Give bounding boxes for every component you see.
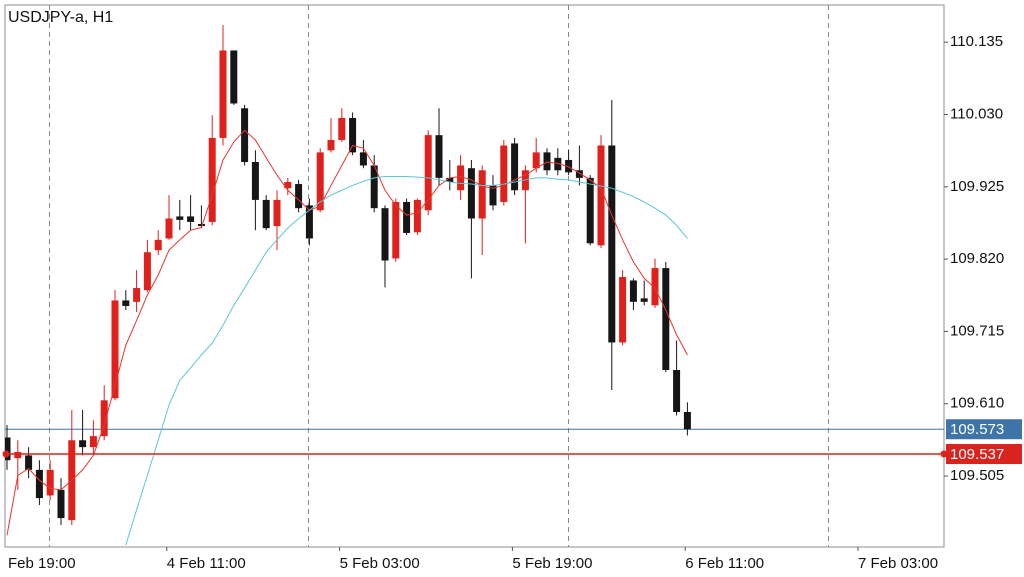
candle-body [241,108,249,163]
candle-body [489,185,497,206]
candle-body [197,224,205,227]
candle-body [230,50,238,104]
chart-title: USDJPY-a, H1 [8,9,113,26]
candle-body [651,268,659,306]
candle-body [295,184,303,209]
candle-body [219,50,227,138]
candle-body [25,455,33,470]
candle-body [673,370,681,413]
ask-line-label-box [946,419,1022,440]
candle-body [100,400,108,437]
candle-body [338,117,346,140]
x-tick-label: 5 Feb 03:00 [340,555,420,572]
x-tick-label: 4 Feb 11:00 [167,555,246,572]
candle-body [208,137,216,222]
candle-body [187,216,195,222]
candle-body [359,152,367,166]
candle-body [35,469,43,499]
y-tick-label: 109.610 [950,395,1004,412]
candle-body [89,436,97,448]
candle-body [316,152,324,211]
candle-body [511,143,519,191]
candle-body [565,159,573,173]
candle-body [251,162,259,200]
candle-body [424,135,432,211]
candle-body [597,145,605,246]
candle-body [586,177,594,244]
candle-body [79,440,87,448]
candle-body [662,268,670,371]
bid-marker [940,450,948,458]
candle-body [57,489,65,519]
candle-body [532,152,540,169]
plot [5,24,944,546]
y-tick-label: 109.715 [950,322,1004,339]
candle-body [165,218,173,239]
candle-body [413,199,421,233]
bid-marker [2,450,10,458]
candle-body [262,199,270,229]
candle-body [543,152,551,171]
candle-body [5,437,11,461]
x-tick-label: Feb 19:00 [8,555,76,572]
candle-body [575,170,583,178]
candle-body [349,117,357,153]
y-tick-label: 109.505 [950,467,1004,484]
candle-body [370,165,378,209]
moving-average-line [125,175,688,546]
bid-line-label: 109.537 [950,446,1004,463]
candle-body [46,469,54,496]
y-tick-label: 110.135 [950,33,1003,50]
moving-average-line [6,129,688,536]
plot-frame [4,4,945,548]
candle-body [122,300,130,306]
candle-body [478,170,486,219]
candle-body [154,239,162,251]
candle-body [683,412,691,430]
x-tick-label: 7 Feb 03:00 [858,555,938,572]
candle-body [619,277,627,343]
candle-body [176,216,184,220]
candle-body [629,280,637,302]
candle-body [14,451,22,459]
candle-body [457,165,465,191]
candle-body [467,168,475,219]
candle-body [392,201,400,259]
x-tick-label: 6 Feb 11:00 [685,555,764,572]
candle-body [640,298,648,302]
candle-body [446,177,454,182]
candle-body [500,145,508,202]
day-separators [49,5,829,547]
candle-body [403,201,411,233]
candle-body [608,145,616,343]
bid-line-label-box [946,444,1022,465]
ask-line-label: 109.573 [950,421,1004,438]
candle-body [143,252,151,291]
y-tick-label: 109.925 [950,178,1004,195]
candle-body [133,288,141,302]
y-tick-label: 109.820 [950,250,1004,267]
candle-body [554,157,562,171]
axes: 110.135 110.030 109.925 109.820 109.715 109.6… [2,33,1022,572]
candle-body [305,205,313,239]
candle-body [284,181,292,189]
x-tick-label: 5 Feb 19:00 [512,555,592,572]
candle-body [327,139,335,151]
candle-body [273,199,281,227]
candle-body [381,208,389,261]
candle-body [435,135,443,178]
y-tick-label: 110.030 [950,105,1003,122]
candle-body [111,300,119,399]
